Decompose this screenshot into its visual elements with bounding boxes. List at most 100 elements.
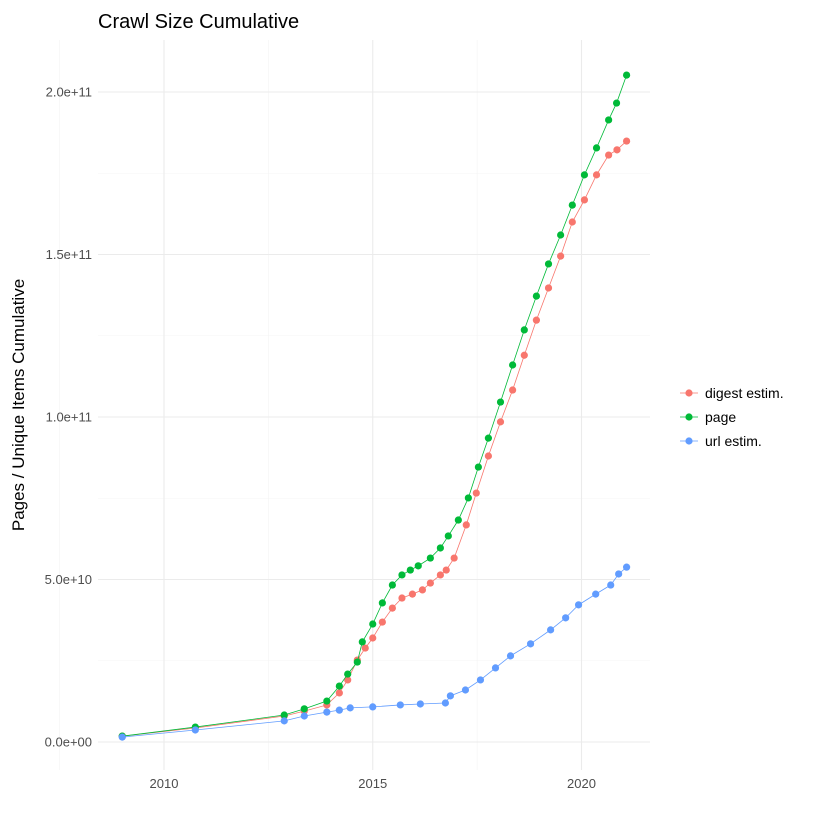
data-point [544,284,553,292]
data-point [557,252,565,260]
legend-label: url estim. [705,433,762,449]
legend-item: url estim. [680,433,762,449]
data-point [592,144,601,152]
data-point [118,733,126,741]
series-page [118,71,631,740]
data-point [344,676,352,684]
data-point [462,521,470,529]
series-url-estim [118,563,631,741]
data-point [509,361,517,369]
data-point [622,137,631,145]
data-point [613,146,621,154]
data-point [532,292,541,300]
data-point [474,463,482,471]
data-point [408,590,417,598]
data-point [378,599,386,607]
legend-marker [685,389,693,397]
data-point [464,494,472,502]
data-point [622,71,631,79]
data-point [388,604,396,612]
data-point [369,620,377,628]
data-point [520,351,528,359]
data-point [615,570,623,578]
data-point [191,726,199,734]
data-point [574,601,583,609]
data-point [369,634,377,642]
data-point [484,452,492,460]
data-point [323,708,331,716]
y-tick-label: 0.0e+00 [45,735,92,750]
series-line [122,566,627,738]
data-point [592,590,600,598]
series-line [122,74,627,737]
y-tick-label: 1.5e+11 [46,247,92,262]
data-point [396,701,404,709]
data-point [605,116,613,124]
y-tick-label: 1.0e+11 [46,410,92,425]
data-point [568,201,576,209]
chart-title: Crawl Size Cumulative [98,11,299,33]
y-tick-label: 5.0e+10 [45,572,92,587]
data-point [450,554,458,562]
data-point [369,703,377,711]
data-point [547,626,555,634]
data-point [335,689,343,697]
data-point [441,699,449,707]
y-axis-ticks: 0.0e+00 5.0e+10 1.0e+11 1.5e+11 2.0e+11 [45,85,92,750]
data-point [418,586,427,594]
data-point [398,594,406,602]
series-digest-estim [118,137,631,740]
data-point [406,566,414,574]
series-line [122,140,627,737]
legend-item: digest estim. [680,385,784,401]
data-point [580,171,589,179]
data-point [361,644,369,652]
data-point [568,218,576,226]
data-point [472,489,480,497]
data-point [442,566,450,574]
data-point [323,697,331,705]
data-point [335,682,343,690]
data-point [605,151,613,159]
data-point [557,231,565,239]
data-point [300,705,308,713]
data-point [496,398,505,406]
data-point [580,196,589,204]
data-point [526,640,535,648]
legend-label: page [705,409,736,425]
x-axis-ticks: 2010 2015 2020 [150,776,596,791]
data-point [476,676,485,684]
data-point [436,571,444,579]
data-point [496,418,505,426]
legend: digest estim. page url estim. [680,385,784,449]
data-point [388,581,396,589]
data-point [484,434,492,442]
data-point [592,171,601,179]
data-point [612,99,621,107]
data-point [446,692,455,700]
data-point [414,562,422,570]
data-point [344,670,352,678]
data-point [509,386,517,394]
data-point [378,618,386,626]
data-point [461,686,470,694]
data-point [300,712,308,720]
data-point [454,516,462,524]
data-point [520,326,528,334]
series-layer [118,71,631,741]
data-point [426,554,434,562]
data-point [544,260,553,268]
legend-marker [685,413,693,421]
x-tick-label: 2020 [567,776,596,791]
data-point [346,704,354,712]
data-point [562,614,570,622]
data-point [398,571,406,579]
legend-marker [685,437,693,445]
legend-label: digest estim. [705,385,784,401]
data-point [335,706,343,714]
data-point [416,700,424,708]
data-point [491,664,500,672]
data-point [280,717,288,725]
data-point [426,579,434,587]
